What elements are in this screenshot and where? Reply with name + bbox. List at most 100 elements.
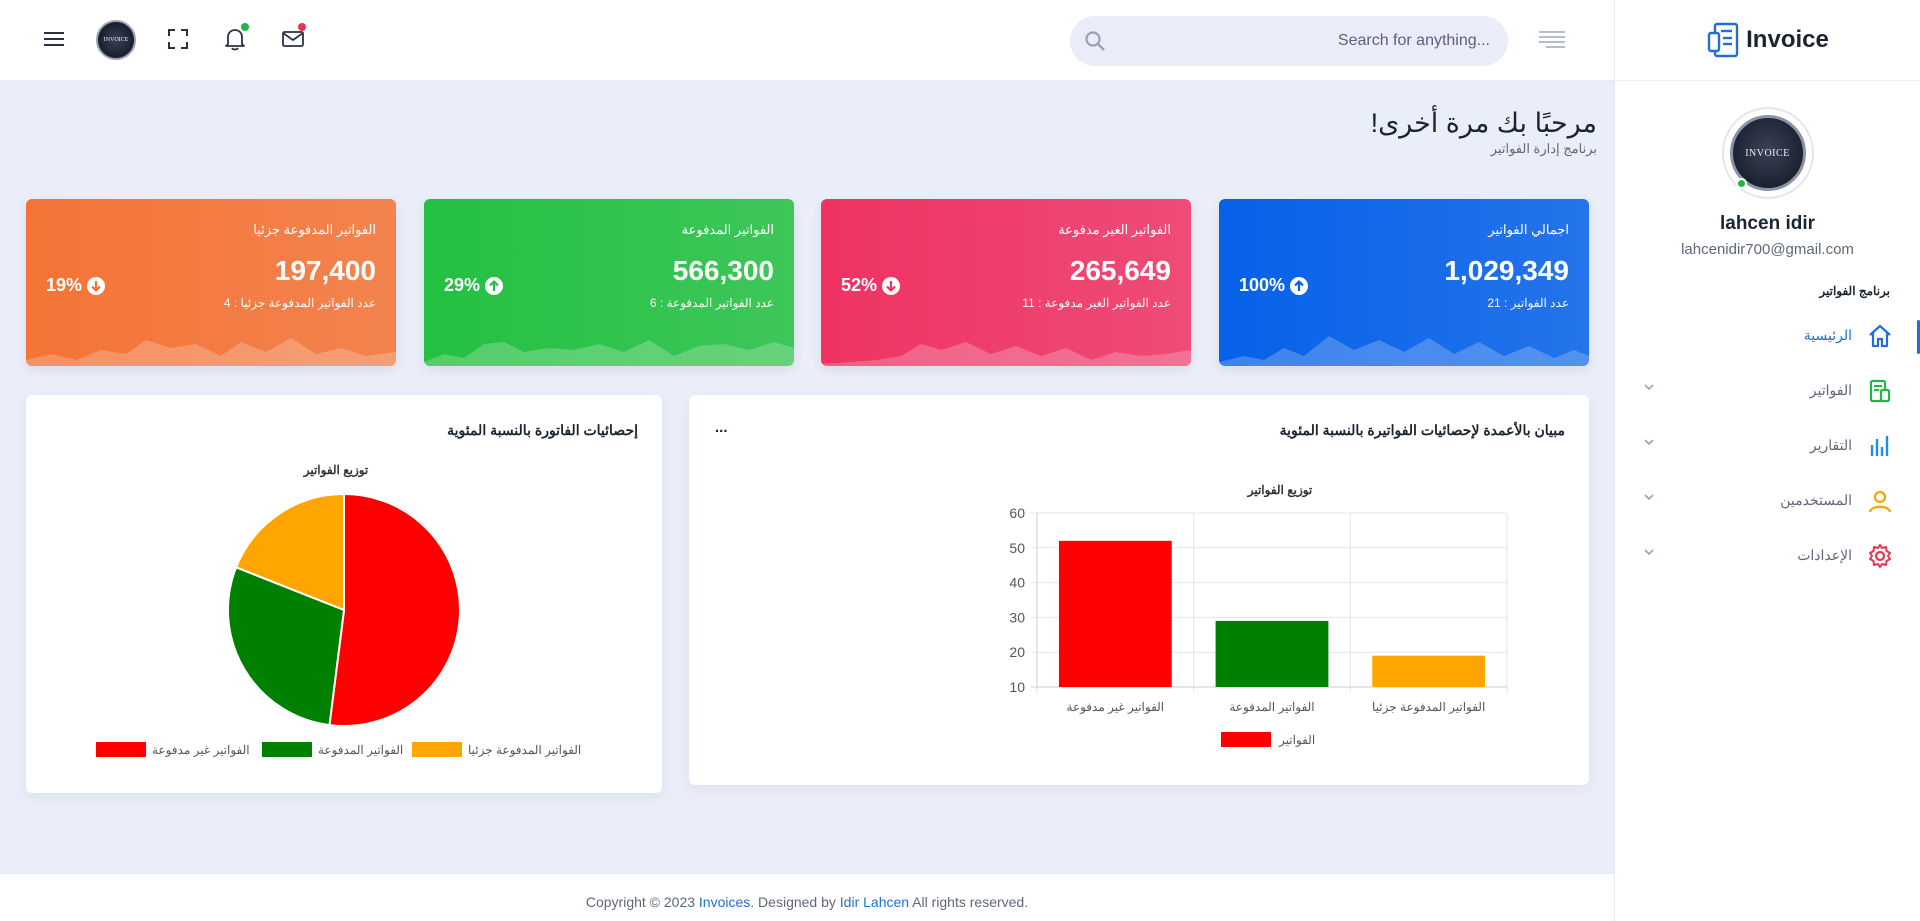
sparkline [424, 340, 794, 366]
bar [1215, 620, 1329, 687]
page-subtitle: برنامج إدارة الفواتير [1490, 141, 1597, 156]
panel-title: إحصائيات الفاتورة بالنسبة المئوية [447, 422, 638, 438]
sidebar-item-label: الإعدادات [1797, 547, 1852, 563]
sidebar-menu: الرئيسية الفواتير التقارير المستخدمين [1615, 308, 1920, 583]
x-tick-label: الفواتير المدفوعة [1229, 700, 1314, 714]
card-title: اجمالي الفواتير [1488, 222, 1569, 237]
card-value: 265,649 [1069, 255, 1171, 286]
sidebar-item-settings[interactable]: الإعدادات [1615, 528, 1920, 583]
topbar-avatar[interactable]: INVOICE [96, 20, 136, 60]
bar-chart: 10 20 30 40 50 60 الفواتير غير مدفوعة الفواتير … [1009, 505, 1508, 747]
legend-label: الفواتير [1278, 733, 1315, 747]
user-name: lahcen idir [1719, 213, 1816, 234]
more-options-button[interactable]: ... [715, 419, 728, 436]
legend-swatch [412, 742, 462, 757]
messages-button[interactable] [278, 23, 308, 54]
pie-slice [234, 492, 345, 612]
notification-badge [241, 23, 249, 31]
legend-swatch [262, 742, 312, 757]
pie-chart-panel: إحصائيات الفاتورة بالنسبة المئوية توزيع … [26, 395, 662, 793]
stat-card-unpaid[interactable]: الفواتير الغير مدفوعة 265,649 عدد الفوات… [821, 199, 1191, 366]
card-percent: 29% [444, 275, 504, 296]
notifications-button[interactable] [220, 23, 250, 54]
sidebar-item-invoices[interactable]: الفواتير [1615, 363, 1920, 418]
menu-section-title: برنامج الفواتير [1819, 284, 1890, 298]
sidebar-item-label: التقارير [1809, 437, 1852, 453]
sidebar-item-label: الرئيسية [1803, 327, 1852, 343]
card-value: 566,300 [672, 255, 774, 286]
card-percent-value: 100% [1239, 275, 1286, 295]
pie-slice [227, 565, 346, 727]
footer-app-link[interactable]: Invoices [698, 894, 751, 910]
bell-icon [225, 29, 245, 51]
sidebar-item-label: الفواتير [1809, 382, 1852, 398]
sidebar-item-users[interactable]: المستخدمين [1615, 473, 1920, 528]
legend-swatch [1221, 732, 1271, 747]
brand[interactable]: Invoice [1615, 0, 1920, 81]
align-right-icon[interactable] [1538, 30, 1566, 50]
search-icon[interactable] [1084, 30, 1106, 52]
card-subtitle: عدد الفواتير : 21 [1487, 296, 1569, 310]
x-tick-label: الفواتير غير مدفوعة [1067, 700, 1165, 714]
invoice-logo-icon [1707, 22, 1739, 58]
search-input[interactable] [1120, 16, 1490, 66]
stat-card-total[interactable]: اجمالي الفواتير 1,029,349 عدد الفواتير :… [1219, 199, 1589, 366]
arrow-up-circle-icon [485, 276, 504, 295]
card-subtitle: عدد الفواتير المدفوعة : 6 [649, 296, 774, 310]
card-subtitle: عدد الفواتير المدفوعة جزئيا : 4 [223, 296, 376, 310]
footer-rights: All rights reserved. [909, 894, 1029, 910]
pie-slice [328, 492, 461, 727]
sparkline [26, 338, 396, 366]
card-subtitle: عدد الفواتير الغير مدفوعة : 11 [1022, 296, 1171, 310]
footer: Copyright © 2023 Invoices. Designed by I… [0, 873, 1614, 921]
sidebar-item-reports[interactable]: التقارير [1615, 418, 1920, 473]
footer-author-link[interactable]: Idir Lahcen [839, 894, 910, 910]
arrow-up-circle-icon [1290, 276, 1309, 295]
stat-card-partial[interactable]: الفواتير المدفوعة جزئيا 197,400 عدد الفو… [26, 199, 396, 366]
legend-label: الفواتير غير مدفوعة [152, 743, 250, 757]
chevron-down-icon[interactable] [1643, 436, 1655, 448]
card-percent-value: 29% [444, 275, 481, 295]
page-title: مرحبًا بك مرة أخرى! [1370, 108, 1597, 138]
footer-designed-by: . Designed by [750, 894, 840, 910]
chevron-down-icon[interactable] [1643, 491, 1655, 503]
stat-card-paid[interactable]: الفواتير المدفوعة 566,300 عدد الفواتير ا… [424, 199, 794, 366]
card-value: 197,400 [274, 255, 376, 286]
sidebar: Invoice INVOICE lahcen idir lahcenidir70… [1614, 0, 1920, 921]
panel-title: مبيان بالأعمدة لإحصائيات الفواتيرة بالنس… [1279, 422, 1565, 438]
bar-chart-icon [1866, 432, 1894, 460]
settings-icon [1866, 542, 1894, 570]
pie-chart: الفواتير المدفوعة جزئيا الفواتير المدفوعة… [96, 492, 581, 757]
arrow-down-circle-icon [87, 276, 106, 295]
card-title: الفواتير الغير مدفوعة [1058, 222, 1171, 237]
card-percent-value: 19% [46, 275, 83, 295]
user-email: lahcenidir700@gmail.com [1681, 241, 1854, 258]
legend-label: الفواتير المدفوعة جزئيا [468, 743, 581, 757]
sparkline [1219, 336, 1589, 366]
footer-copyright: Copyright © 2023 [585, 894, 699, 910]
welcome-header: مرحبًا بك مرة أخرى! برنامج إدارة الفواتي… [1371, 108, 1597, 157]
y-tick-label: 60 [1009, 505, 1025, 521]
x-tick-label: الفواتير المدفوعة جزئيا [1372, 700, 1485, 714]
legend-swatch [96, 742, 146, 757]
chevron-down-icon[interactable] [1643, 546, 1655, 558]
menu-toggle-button[interactable] [39, 24, 69, 54]
sidebar-item-label: المستخدمين [1780, 492, 1852, 508]
card-value: 1,029,349 [1444, 255, 1569, 286]
user-icon [1866, 487, 1894, 515]
fullscreen-button[interactable] [163, 24, 193, 54]
card-percent: 100% [1239, 275, 1309, 296]
hamburger-icon [44, 32, 64, 46]
y-tick-label: 10 [1009, 679, 1025, 695]
search-box [1070, 16, 1508, 66]
online-status-dot [1735, 178, 1747, 189]
sidebar-item-home[interactable]: الرئيسية [1615, 308, 1920, 363]
chevron-down-icon[interactable] [1643, 381, 1655, 393]
card-percent-value: 52% [841, 275, 878, 295]
profile-avatar[interactable]: INVOICE [1721, 107, 1814, 199]
card-percent: 19% [46, 275, 106, 296]
brand-name: Invoice [1746, 26, 1829, 53]
home-icon [1866, 322, 1894, 350]
sparkline [821, 342, 1191, 366]
chart-title: توزيع الفواتير [1247, 483, 1313, 497]
